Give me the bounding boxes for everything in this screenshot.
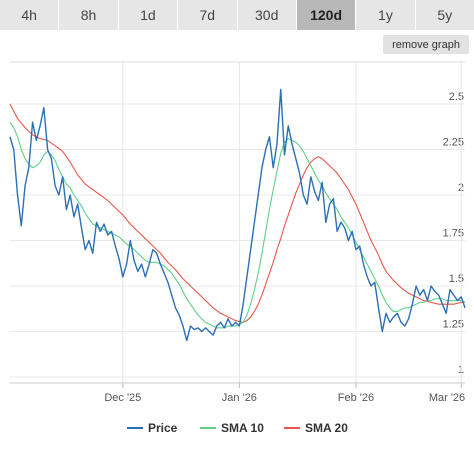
y-tick-label: 2.5 xyxy=(449,91,464,103)
tab-5y[interactable]: 5y xyxy=(415,0,474,30)
y-tick-label: 1.5 xyxy=(449,273,464,285)
price-series-line xyxy=(9,88,466,342)
tab-7d[interactable]: 7d xyxy=(178,0,238,30)
legend-sma10: SMA 10 xyxy=(200,421,264,435)
tab-1d[interactable]: 1d xyxy=(118,0,179,30)
tab-8h[interactable]: 8h xyxy=(59,0,119,30)
x-tick-label: Mar '26 xyxy=(429,392,465,404)
legend-sma20: SMA 20 xyxy=(284,421,348,435)
x-tick-label: Jan '26 xyxy=(222,392,257,404)
tab-1y[interactable]: 1y xyxy=(356,0,416,30)
legend-label: SMA 20 xyxy=(305,421,348,435)
legend-price: Price xyxy=(127,421,178,435)
legend-label: SMA 10 xyxy=(221,421,264,435)
x-tick-label: Feb '26 xyxy=(338,392,374,404)
tab-30d[interactable]: 30d xyxy=(237,0,297,30)
y-tick-label: 1.75 xyxy=(443,228,464,240)
y-tick-label: 1.25 xyxy=(443,319,464,331)
remove-graph-button[interactable]: remove graph xyxy=(383,35,469,54)
sma10-series-line xyxy=(9,121,466,329)
tab-120d[interactable]: 120d xyxy=(296,0,357,30)
y-tick-label: 2.25 xyxy=(443,137,464,149)
timeframe-tabs: 4h 8h 1d 7d 30d 120d 1y 5y xyxy=(0,0,474,30)
legend-label: Price xyxy=(148,421,178,435)
x-tick-label: Dec '25 xyxy=(104,392,141,404)
tab-4h[interactable]: 4h xyxy=(0,0,60,30)
sma20-series-line xyxy=(9,103,465,323)
